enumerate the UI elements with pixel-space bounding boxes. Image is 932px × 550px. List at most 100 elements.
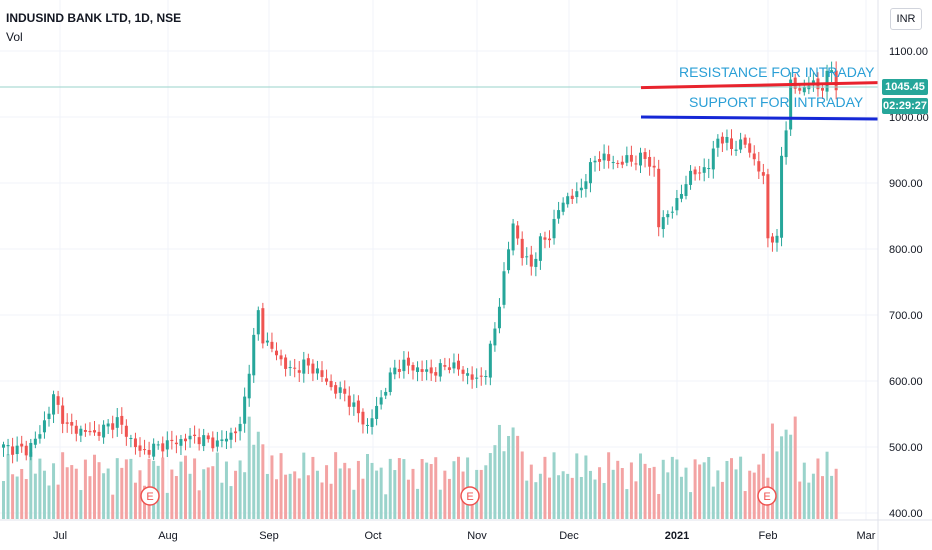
volume-bar — [406, 479, 410, 519]
volume-bar — [479, 469, 483, 519]
candle-body — [693, 169, 697, 175]
candle-body — [61, 405, 65, 424]
volume-bar — [24, 479, 28, 519]
candle-body — [561, 202, 565, 212]
candle-body — [825, 70, 829, 92]
volume-bar — [711, 486, 715, 519]
volume-bar — [525, 480, 529, 519]
volume-bar — [520, 451, 524, 519]
candle-body — [538, 236, 542, 261]
candle-body — [102, 424, 106, 438]
volume-bar — [11, 474, 15, 519]
volume-bar — [375, 470, 379, 519]
candle-body — [461, 369, 465, 374]
volume-bar — [761, 453, 765, 519]
candle-body — [224, 438, 228, 442]
volume-bar — [739, 456, 743, 519]
candle-body — [425, 369, 429, 372]
volume-bar — [821, 476, 824, 519]
earnings-marker[interactable] — [140, 486, 160, 506]
candle-body — [215, 440, 219, 447]
candle-body — [761, 172, 765, 176]
volume-bar — [598, 467, 602, 519]
earnings-marker[interactable] — [460, 486, 480, 506]
volume-bar — [720, 481, 724, 519]
candle-body — [338, 387, 342, 393]
volume-bar — [634, 481, 638, 519]
candle-body — [252, 334, 256, 376]
support-annotation[interactable]: SUPPORT FOR INTRADAY — [689, 94, 864, 110]
volume-bar — [666, 472, 670, 519]
volume-bar — [798, 481, 802, 519]
volume-bar — [265, 473, 269, 519]
price-tick-label: 1100.00 — [889, 46, 928, 58]
candle-body — [315, 368, 319, 374]
volume-bar — [247, 416, 251, 519]
volume-bar — [29, 452, 33, 519]
candle-body — [184, 438, 187, 442]
candle-body — [602, 153, 606, 161]
candle-body — [675, 198, 679, 211]
candle-body — [156, 444, 160, 446]
volume-bar — [61, 452, 65, 519]
volume-bar — [775, 451, 779, 519]
volume-bar — [661, 459, 665, 519]
candle-body — [716, 138, 720, 148]
candle-body — [593, 160, 597, 163]
candle-body — [557, 210, 561, 219]
candle-body — [629, 154, 633, 162]
candle-body — [566, 196, 570, 205]
candle-body — [247, 373, 251, 399]
candle-body — [529, 254, 533, 267]
candle-body — [516, 225, 520, 239]
candle-body — [56, 396, 60, 405]
price-axis[interactable]: 1100.00 1000.00 900.00 800.00 700.00 600.00 50… — [877, 0, 929, 550]
currency-button[interactable]: INR — [890, 8, 922, 30]
candle-body — [202, 435, 206, 447]
volume-bar — [79, 490, 83, 519]
symbol-label[interactable]: INDUSIND BANK LTD, 1D, NSE — [6, 11, 182, 25]
candle-body — [47, 413, 51, 419]
volume-bar — [115, 458, 119, 519]
volume-bar — [693, 459, 697, 519]
candle-body — [302, 359, 306, 374]
volume-bar — [311, 456, 315, 519]
volume-bar — [56, 484, 60, 519]
candle-body — [15, 445, 19, 455]
volume-bar — [38, 458, 42, 519]
volume-bar — [561, 471, 565, 519]
volume-label[interactable]: Vol — [6, 30, 23, 44]
volume-bar — [484, 465, 488, 519]
volume-bar — [170, 469, 174, 519]
volume-bar — [752, 472, 756, 519]
resistance-annotation[interactable]: RESISTANCE FOR INTRADAY — [679, 64, 875, 80]
price-tick-label: 800.00 — [889, 244, 923, 256]
candle-body — [261, 308, 265, 344]
candle-body — [293, 367, 297, 369]
time-tick-label: Nov — [467, 530, 487, 542]
volume-bar — [411, 468, 415, 519]
candle-body — [320, 370, 324, 377]
candle-body — [165, 440, 169, 450]
candle-body — [52, 394, 56, 415]
candle-body — [457, 360, 460, 370]
price-tick-label: 1000.00 — [889, 112, 929, 124]
time-tick-label: Mar — [857, 530, 876, 542]
volume-bar — [252, 444, 256, 519]
earnings-marker[interactable] — [757, 486, 777, 506]
candle-body — [334, 385, 338, 394]
volume-bar — [607, 452, 611, 519]
bar-countdown-badge: 02:29:27 — [882, 98, 928, 114]
candle-body — [588, 162, 592, 184]
candle-body — [111, 423, 115, 430]
time-axis[interactable]: Jul Aug Sep Oct Nov Dec 2021 Feb Mar — [0, 519, 932, 542]
candle-body — [70, 422, 74, 426]
volume-bar — [15, 476, 19, 519]
volume-bar — [511, 427, 515, 519]
candle-body — [434, 372, 438, 376]
candle-body — [343, 388, 347, 394]
time-tick-label: Oct — [364, 530, 381, 542]
volume-bar — [802, 462, 806, 519]
